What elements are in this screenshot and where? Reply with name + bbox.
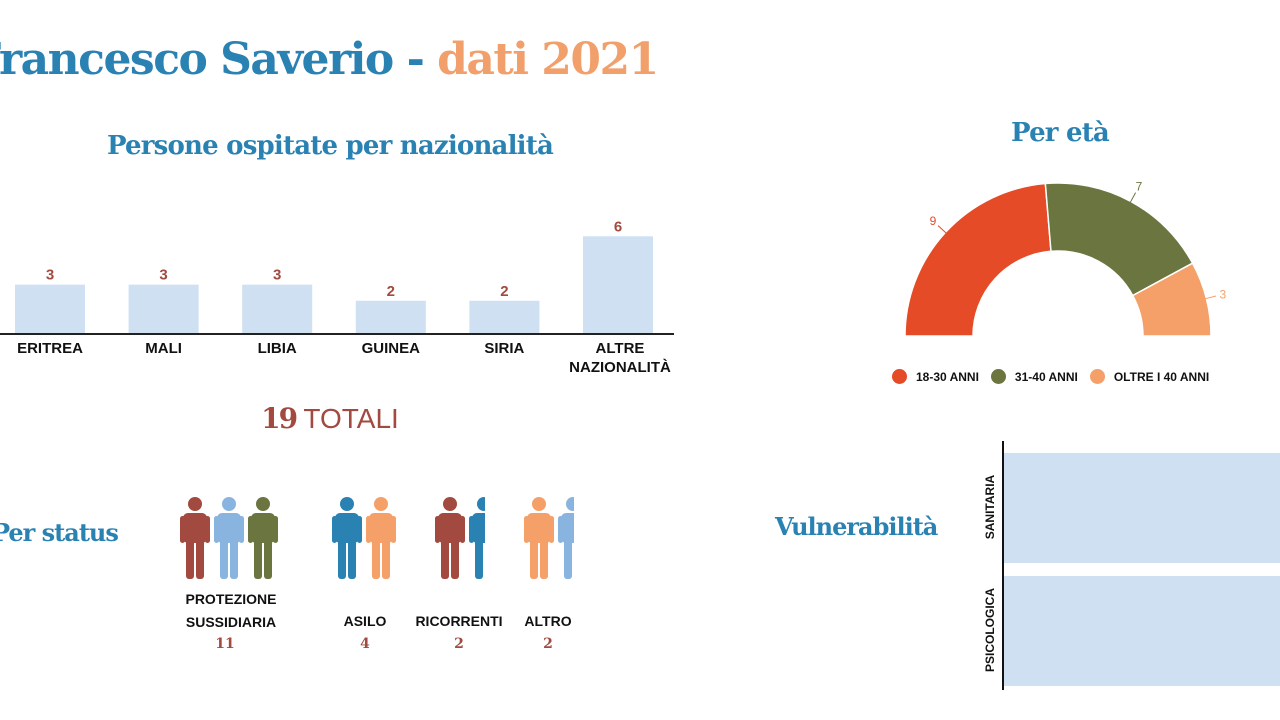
x-tick-label-1: MALI <box>145 340 182 357</box>
vulnerability-bar-sanitaria <box>1004 453 1280 563</box>
page-title-main: Francesco Saverio - <box>0 34 438 85</box>
donut-leader-0 <box>937 225 948 235</box>
bar-1 <box>128 284 199 333</box>
vulnerability-bar-psicologica <box>1004 576 1280 686</box>
person-icon <box>366 497 396 579</box>
total-count: 19 TOTALI <box>0 402 660 435</box>
status-value-2: 2 <box>454 636 464 652</box>
person-icon <box>332 497 362 579</box>
bar-4 <box>469 300 540 333</box>
bar-value-label-2: 3 <box>273 267 281 284</box>
bar-value-label-5: 6 <box>614 218 622 235</box>
person-icon <box>435 497 465 579</box>
age-legend: 18-30 ANNI 31-40 ANNI OLTRE I 40 ANNI <box>892 369 1221 384</box>
status-label-line2-0: SUSSIDIARIA <box>185 614 277 630</box>
person-icon <box>180 497 210 579</box>
age-half-donut-chart: 9 7 3 <box>904 179 1226 337</box>
total-number: 19 <box>261 402 298 435</box>
status-value-0: 11 <box>215 636 235 652</box>
donut-value-label-2: 3 <box>1219 287 1226 301</box>
x-tick-label-3: GUINEA <box>361 340 420 357</box>
legend-label-2: OLTRE I 40 ANNI <box>1113 369 1210 384</box>
vulnerability-label-psicologica: PSICOLOGICA <box>983 588 997 673</box>
bar-value-label-0: 3 <box>46 267 54 284</box>
legend-label-1: 31-40 ANNI <box>1014 369 1078 384</box>
legend-label-0: 18-30 ANNI <box>916 369 979 384</box>
status-value-3: 2 <box>543 636 553 652</box>
person-icon <box>469 497 485 579</box>
page-title-year: dati 2021 <box>437 34 659 85</box>
total-label: TOTALI <box>296 403 399 434</box>
age-chart-title: Per età <box>1011 118 1110 148</box>
status-label-line1-1: ASILO <box>343 613 387 629</box>
status-label-line1-2: RICORRENTI <box>415 613 503 629</box>
status-pictogram-0 <box>180 497 278 579</box>
status-section-title: Per status <box>0 518 119 547</box>
legend-item-1: 31-40 ANNI <box>990 369 1078 384</box>
legend-dot-1 <box>990 369 1006 384</box>
donut-value-label-0: 9 <box>930 214 937 228</box>
person-icon <box>558 497 574 579</box>
status-label-2: RICORRENTI <box>399 610 519 633</box>
vulnerability-label-sanitaria: SANITARIA <box>983 474 997 540</box>
donut-leader-1 <box>1129 192 1137 204</box>
x-tick-label-2: LIBIA <box>257 340 297 357</box>
legend-dot-0 <box>892 369 907 384</box>
person-icon <box>248 497 278 579</box>
donut-slice-2 <box>1131 262 1212 337</box>
page-title: Francesco Saverio - dati 2021 <box>0 34 659 85</box>
status-label-line1-3: ALTRO <box>524 613 572 629</box>
bar-value-label-3: 2 <box>387 283 395 300</box>
status-label-1: ASILO <box>305 610 425 633</box>
vulnerability-axis <box>1002 441 1004 690</box>
bar-value-label-1: 3 <box>159 267 167 284</box>
donut-slice-1 <box>1044 182 1194 297</box>
bar-2 <box>242 284 313 333</box>
person-icon <box>524 497 554 579</box>
nationality-chart-title: Persone ospitate per nazionalità <box>106 131 554 161</box>
status-value-1: 4 <box>360 636 370 652</box>
bar-5 <box>583 236 653 333</box>
status-pictogram-1 <box>332 497 396 579</box>
donut-slice-0 <box>904 182 1052 337</box>
x-tick-label-5: ALTRE NAZIONALITÀ <box>569 340 671 376</box>
status-label-line1-0: PROTEZIONE <box>185 591 277 607</box>
status-label-0: PROTEZIONE SUSSIDIARIA <box>171 588 291 634</box>
status-label-3: ALTRO <box>488 610 608 633</box>
vulnerability-section-title: Vulnerabilità <box>775 512 938 541</box>
nationality-bar-chart: 3 3 3 2 2 6 <box>0 218 674 335</box>
legend-item-0: 18-30 ANNI <box>892 369 979 384</box>
x-tick-label-4: SIRIA <box>484 340 525 357</box>
status-pictogram-3 <box>524 497 574 579</box>
status-pictogram-2 <box>435 497 485 579</box>
person-icon <box>214 497 244 579</box>
legend-dot-2 <box>1089 369 1105 384</box>
bar-0 <box>15 284 85 333</box>
x-tick-label-0: ERITREA <box>17 340 83 357</box>
legend-item-2: OLTRE I 40 ANNI <box>1089 369 1210 384</box>
bar-3 <box>355 300 426 333</box>
donut-leader-2 <box>1204 295 1217 300</box>
donut-value-label-1: 7 <box>1136 179 1143 193</box>
bar-value-label-4: 2 <box>500 283 508 300</box>
